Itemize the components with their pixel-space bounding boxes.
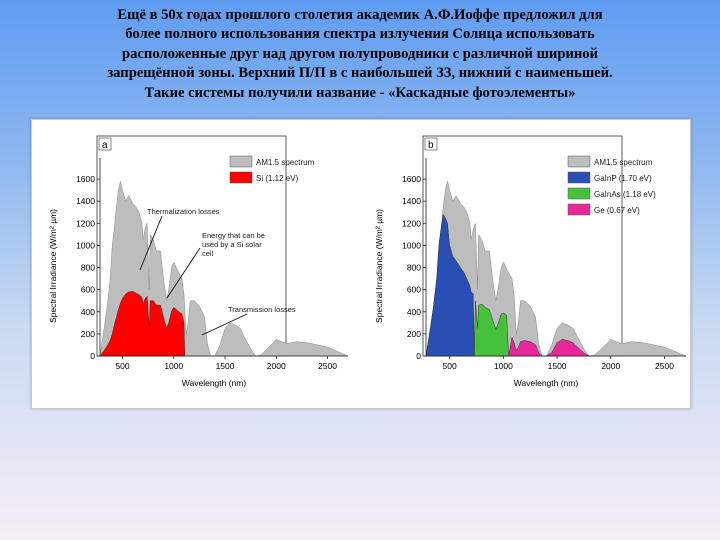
y-tick-label: 400 — [407, 307, 421, 317]
legend-swatch — [567, 155, 591, 168]
series-area — [99, 291, 186, 357]
annotation-line: Thermalization losses — [147, 207, 220, 216]
x-tick-label: 1000 — [164, 361, 183, 371]
legend-swatch — [567, 187, 591, 200]
y-tick-label: 600 — [81, 285, 95, 295]
y-tick-label: 1400 — [76, 196, 95, 206]
annotation-line: Energy that can be — [202, 231, 265, 240]
annotation-line: Transmission losses — [228, 305, 296, 314]
x-tick-label: 500 — [115, 361, 129, 371]
x-tick-label: 1500 — [216, 361, 235, 371]
legend-label: Si (1.12 eV) — [256, 174, 299, 183]
legend-label: Ge (0.67 eV) — [594, 206, 640, 215]
y-tick-label: 800 — [81, 263, 95, 273]
y-tick-label: 0 — [416, 351, 421, 361]
x-tick-label: 2500 — [318, 361, 337, 371]
panel-label-box — [98, 137, 112, 151]
x-tick-label: 2500 — [655, 361, 674, 371]
annotation-arrow — [166, 247, 201, 299]
legend-label: GaInP (1.70 eV) — [594, 174, 652, 183]
chart-a: a 500 1000 1500 2000 2500 0 200 400 600 800 1000 120… — [48, 135, 349, 388]
y-tick-label: 1600 — [76, 174, 95, 184]
slide-text-line: Ещё в 50х годах прошлого столетия академ… — [117, 7, 603, 23]
y-tick-label: 1000 — [402, 240, 421, 250]
x-tick-label: 1500 — [548, 361, 567, 371]
chart-b: b 500 1000 1500 2000 2500 0 200 400 600 800 1000 120… — [374, 135, 687, 388]
legend-swatch — [567, 203, 591, 216]
y-tick-label: 1000 — [76, 240, 95, 250]
slide-text: Ещё в 50х годах прошлого столетия академ… — [20, 6, 700, 103]
slide-text-line: запрещённой зоны. Верхний П/П в с наибол… — [107, 65, 613, 82]
x-tick-label: 1000 — [494, 361, 513, 371]
slide-text-line: Такие системы получили название - «Каска… — [144, 84, 576, 101]
y-tick-label: 400 — [81, 307, 95, 317]
annotation-text: Transmission losses — [228, 305, 296, 314]
y-axis-label: Spectral Irradiance (W/m² µm) — [374, 209, 384, 323]
y-tick-label: 200 — [407, 329, 421, 339]
legend-swatch — [567, 171, 591, 184]
legend-label: AM1.5 spectrum — [594, 158, 653, 167]
series-area — [425, 213, 475, 357]
y-tick-label: 800 — [407, 263, 421, 273]
legend-label: GaInAs (1.18 eV) — [594, 190, 656, 199]
slide-text-line: расположенные друг над другом полупровод… — [122, 45, 598, 62]
x-tick-label: 2000 — [601, 361, 620, 371]
annotation-arrow — [201, 313, 248, 336]
legend-label: AM1.5 spectrum — [256, 158, 315, 167]
slide-text-line: более полного использования спектра излу… — [125, 26, 595, 43]
annotation-line: cell — [202, 249, 214, 258]
series-area — [425, 181, 687, 357]
x-axis-label: Wavelength (nm) — [514, 378, 579, 388]
series-area — [474, 300, 509, 357]
annotation-text: Thermalization losses — [147, 207, 220, 216]
annotation-text: Energy that can be used by a Si solar cell — [202, 231, 265, 258]
annotation-arrow — [139, 215, 163, 271]
panel-label: b — [428, 140, 434, 151]
x-tick-label: 2000 — [267, 361, 286, 371]
y-tick-label: 0 — [90, 351, 95, 361]
y-axis-label: Spectral Irradiance (W/m² µm) — [48, 209, 58, 323]
panel-label: a — [102, 140, 108, 151]
legend-swatch — [229, 171, 253, 184]
legend-swatch — [229, 155, 253, 168]
y-tick-label: 1200 — [402, 218, 421, 228]
y-tick-label: 600 — [407, 285, 421, 295]
y-tick-label: 200 — [81, 329, 95, 339]
annotation-line: used by a Si solar — [202, 240, 262, 249]
y-tick-label: 1200 — [76, 218, 95, 228]
figure-panel: a 500 1000 1500 2000 2500 0 200 400 600 800 1000 120… — [31, 119, 691, 409]
x-tick-label: 500 — [443, 361, 457, 371]
y-tick-label: 1600 — [402, 174, 421, 184]
y-tick-label: 1400 — [402, 196, 421, 206]
x-axis-label: Wavelength (nm) — [182, 378, 247, 388]
panel-label-box — [424, 137, 438, 151]
